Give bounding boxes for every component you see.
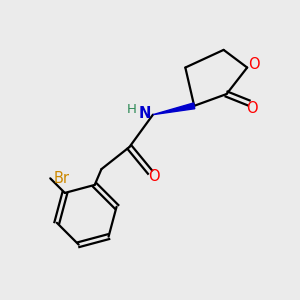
Text: N: N [139, 106, 151, 121]
Polygon shape [153, 103, 195, 115]
Text: O: O [248, 57, 260, 72]
Text: Br: Br [54, 171, 70, 186]
Text: O: O [148, 169, 160, 184]
Text: O: O [246, 101, 258, 116]
Text: H: H [127, 103, 137, 116]
